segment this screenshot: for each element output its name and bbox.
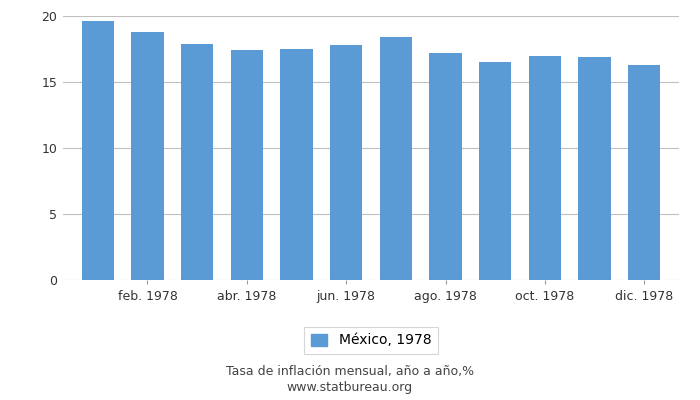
Bar [231, 50, 263, 280]
Bar [479, 62, 511, 280]
Bar [628, 65, 660, 280]
Bar [82, 21, 114, 280]
Bar [280, 49, 313, 280]
Bar [330, 45, 363, 280]
Bar [528, 56, 561, 280]
Bar [379, 37, 412, 280]
Text: Tasa de inflación mensual, año a año,%: Tasa de inflación mensual, año a año,% [226, 366, 474, 378]
Legend: México, 1978: México, 1978 [304, 326, 438, 354]
Bar [132, 32, 164, 280]
Bar [181, 44, 214, 280]
Bar [429, 53, 462, 280]
Text: www.statbureau.org: www.statbureau.org [287, 382, 413, 394]
Bar [578, 57, 610, 280]
